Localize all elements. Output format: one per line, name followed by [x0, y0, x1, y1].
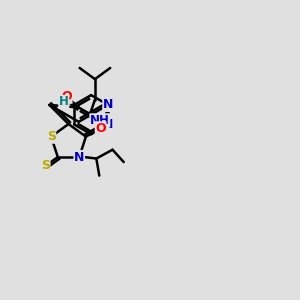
Text: O: O	[95, 122, 106, 135]
Text: H: H	[59, 95, 69, 108]
Text: N: N	[103, 118, 113, 131]
Text: N: N	[103, 98, 113, 111]
Text: N: N	[74, 151, 84, 164]
Text: O: O	[61, 90, 72, 103]
Text: S: S	[41, 159, 50, 172]
Text: NH: NH	[90, 114, 110, 127]
Text: S: S	[47, 130, 56, 143]
